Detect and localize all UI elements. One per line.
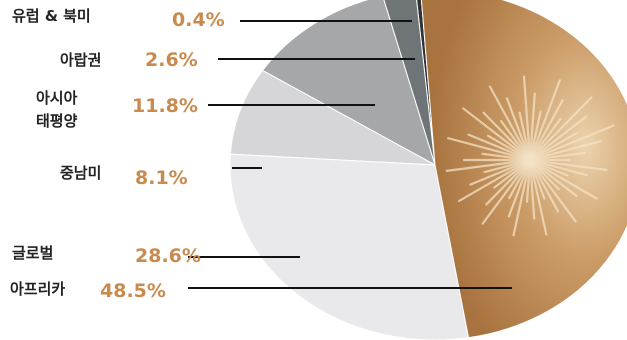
- texture-spike: [528, 158, 608, 172]
- texture-spike: [528, 110, 542, 162]
- value-label-1: 0.4%: [172, 9, 225, 31]
- texture-spike: [528, 158, 548, 236]
- texture-spike: [528, 124, 615, 162]
- texture-spike: [528, 158, 536, 220]
- texture-spike: [528, 140, 602, 162]
- region-label-6: 아프리카: [10, 280, 65, 298]
- value-label-5: 28.6%: [135, 245, 201, 267]
- texture-spike: [469, 158, 532, 186]
- texture-spike: [528, 132, 578, 162]
- texture-spike: [528, 115, 587, 162]
- texture-spike: [528, 158, 578, 198]
- texture-spike: [447, 137, 532, 162]
- texture-spike: [528, 158, 560, 213]
- value-label-4: 8.1%: [135, 167, 188, 189]
- texture-spike: [528, 158, 588, 177]
- texture-spike: [528, 96, 593, 162]
- texture-spike: [485, 158, 532, 206]
- texture-spike: [507, 158, 532, 218]
- value-label-2: 2.6%: [145, 49, 198, 71]
- pie-slice-4: [229, 69, 436, 166]
- texture-spike: [528, 158, 598, 200]
- texture-spike: [462, 107, 532, 162]
- texture-spike: [528, 158, 577, 223]
- texture-spike: [445, 158, 532, 172]
- texture-spike: [481, 158, 532, 225]
- texture-spike: [518, 111, 532, 162]
- texture-spike: [467, 133, 532, 162]
- texture-spike: [528, 151, 586, 162]
- texture-spike: [522, 75, 532, 162]
- texture-spike: [505, 97, 532, 162]
- region-label-5: 글로벌: [12, 244, 53, 262]
- pie-slice-5: [229, 153, 470, 340]
- region-label-2: 아랍권: [60, 51, 101, 69]
- texture-spike: [488, 85, 532, 162]
- region-label-1: 유럽 & 북미: [12, 7, 91, 25]
- texture-spike: [500, 120, 532, 162]
- value-label-6: 48.5%: [100, 280, 166, 302]
- texture-spike: [457, 158, 532, 203]
- value-label-3: 11.8%: [132, 95, 198, 117]
- texture-spike: [528, 99, 564, 162]
- texture-spike: [528, 117, 562, 162]
- region-label-4: 중남미: [60, 164, 101, 182]
- texture-spike: [482, 111, 532, 162]
- region-label-3-line-1: 아시아: [36, 89, 78, 107]
- texture-spike: [528, 92, 536, 162]
- region-label-3-line-2: 태평양: [36, 112, 78, 130]
- texture-spike: [512, 158, 532, 237]
- pie-slice-3: [261, 0, 436, 167]
- texture-spike: [528, 79, 561, 162]
